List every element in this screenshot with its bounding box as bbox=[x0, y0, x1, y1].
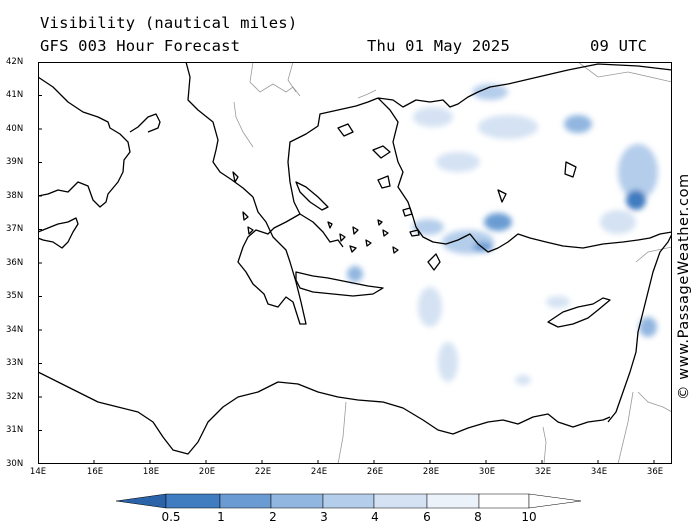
colorbar-segment bbox=[116, 493, 167, 509]
colorbar-label: 1 bbox=[217, 510, 225, 524]
lon-label: 36E bbox=[646, 467, 664, 477]
colorbar-segment bbox=[270, 493, 324, 509]
lon-label: 14E bbox=[29, 467, 47, 477]
lat-label: 31N bbox=[6, 425, 24, 435]
lat-label: 37N bbox=[6, 224, 24, 234]
credit-label: © www.PassageWeather.com bbox=[676, 173, 692, 400]
colorbar-label: 10 bbox=[521, 510, 537, 524]
lon-label: 20E bbox=[198, 467, 216, 477]
lat-label: 32N bbox=[6, 392, 24, 402]
colorbar-segment bbox=[426, 493, 480, 509]
colorbar-label: 3 bbox=[320, 510, 328, 524]
colorbar-segment bbox=[528, 493, 582, 509]
lat-label: 40N bbox=[6, 124, 24, 134]
lat-label: 35N bbox=[6, 291, 24, 301]
colorbar-segment bbox=[322, 493, 375, 509]
lat-label: 41N bbox=[6, 90, 24, 100]
lon-label: 34E bbox=[590, 467, 608, 477]
lat-label: 42N bbox=[6, 57, 24, 67]
map-canvas bbox=[38, 62, 672, 464]
colorbar-segment bbox=[219, 493, 272, 509]
visibility-shading bbox=[347, 84, 658, 385]
lon-label: 16E bbox=[86, 467, 104, 477]
lon-label: 22E bbox=[254, 467, 272, 477]
axis-ticks bbox=[38, 62, 655, 464]
forecast-date: Thu 01 May 2025 bbox=[367, 37, 510, 55]
colorbar-label: 4 bbox=[371, 510, 379, 524]
colorbar-segment bbox=[165, 493, 221, 509]
lat-label: 30N bbox=[6, 459, 24, 469]
lat-label: 39N bbox=[6, 157, 24, 167]
lon-label: 32E bbox=[534, 467, 552, 477]
map-title: Visibility (nautical miles) bbox=[40, 14, 298, 32]
lon-label: 30E bbox=[478, 467, 496, 477]
lat-label: 33N bbox=[6, 358, 24, 368]
forecast-time: 09 UTC bbox=[590, 37, 648, 55]
lon-label: 24E bbox=[310, 467, 328, 477]
forecast-label: GFS 003 Hour Forecast bbox=[40, 37, 241, 55]
lat-label: 36N bbox=[6, 258, 24, 268]
lon-label: 26E bbox=[366, 467, 384, 477]
country-borders bbox=[233, 62, 672, 464]
colorbar-label: 8 bbox=[474, 510, 482, 524]
colorbar-label: 2 bbox=[269, 510, 277, 524]
colorbar-segment bbox=[478, 493, 530, 509]
colorbar-segment bbox=[373, 493, 428, 509]
colorbar-label: 6 bbox=[423, 510, 431, 524]
lon-label: 18E bbox=[142, 467, 160, 477]
lat-label: 38N bbox=[6, 191, 24, 201]
coastlines bbox=[38, 62, 672, 455]
colorbar-label: 0.5 bbox=[161, 510, 181, 524]
lat-label: 34N bbox=[6, 325, 24, 335]
lon-label: 28E bbox=[422, 467, 440, 477]
colorbar bbox=[116, 493, 582, 509]
